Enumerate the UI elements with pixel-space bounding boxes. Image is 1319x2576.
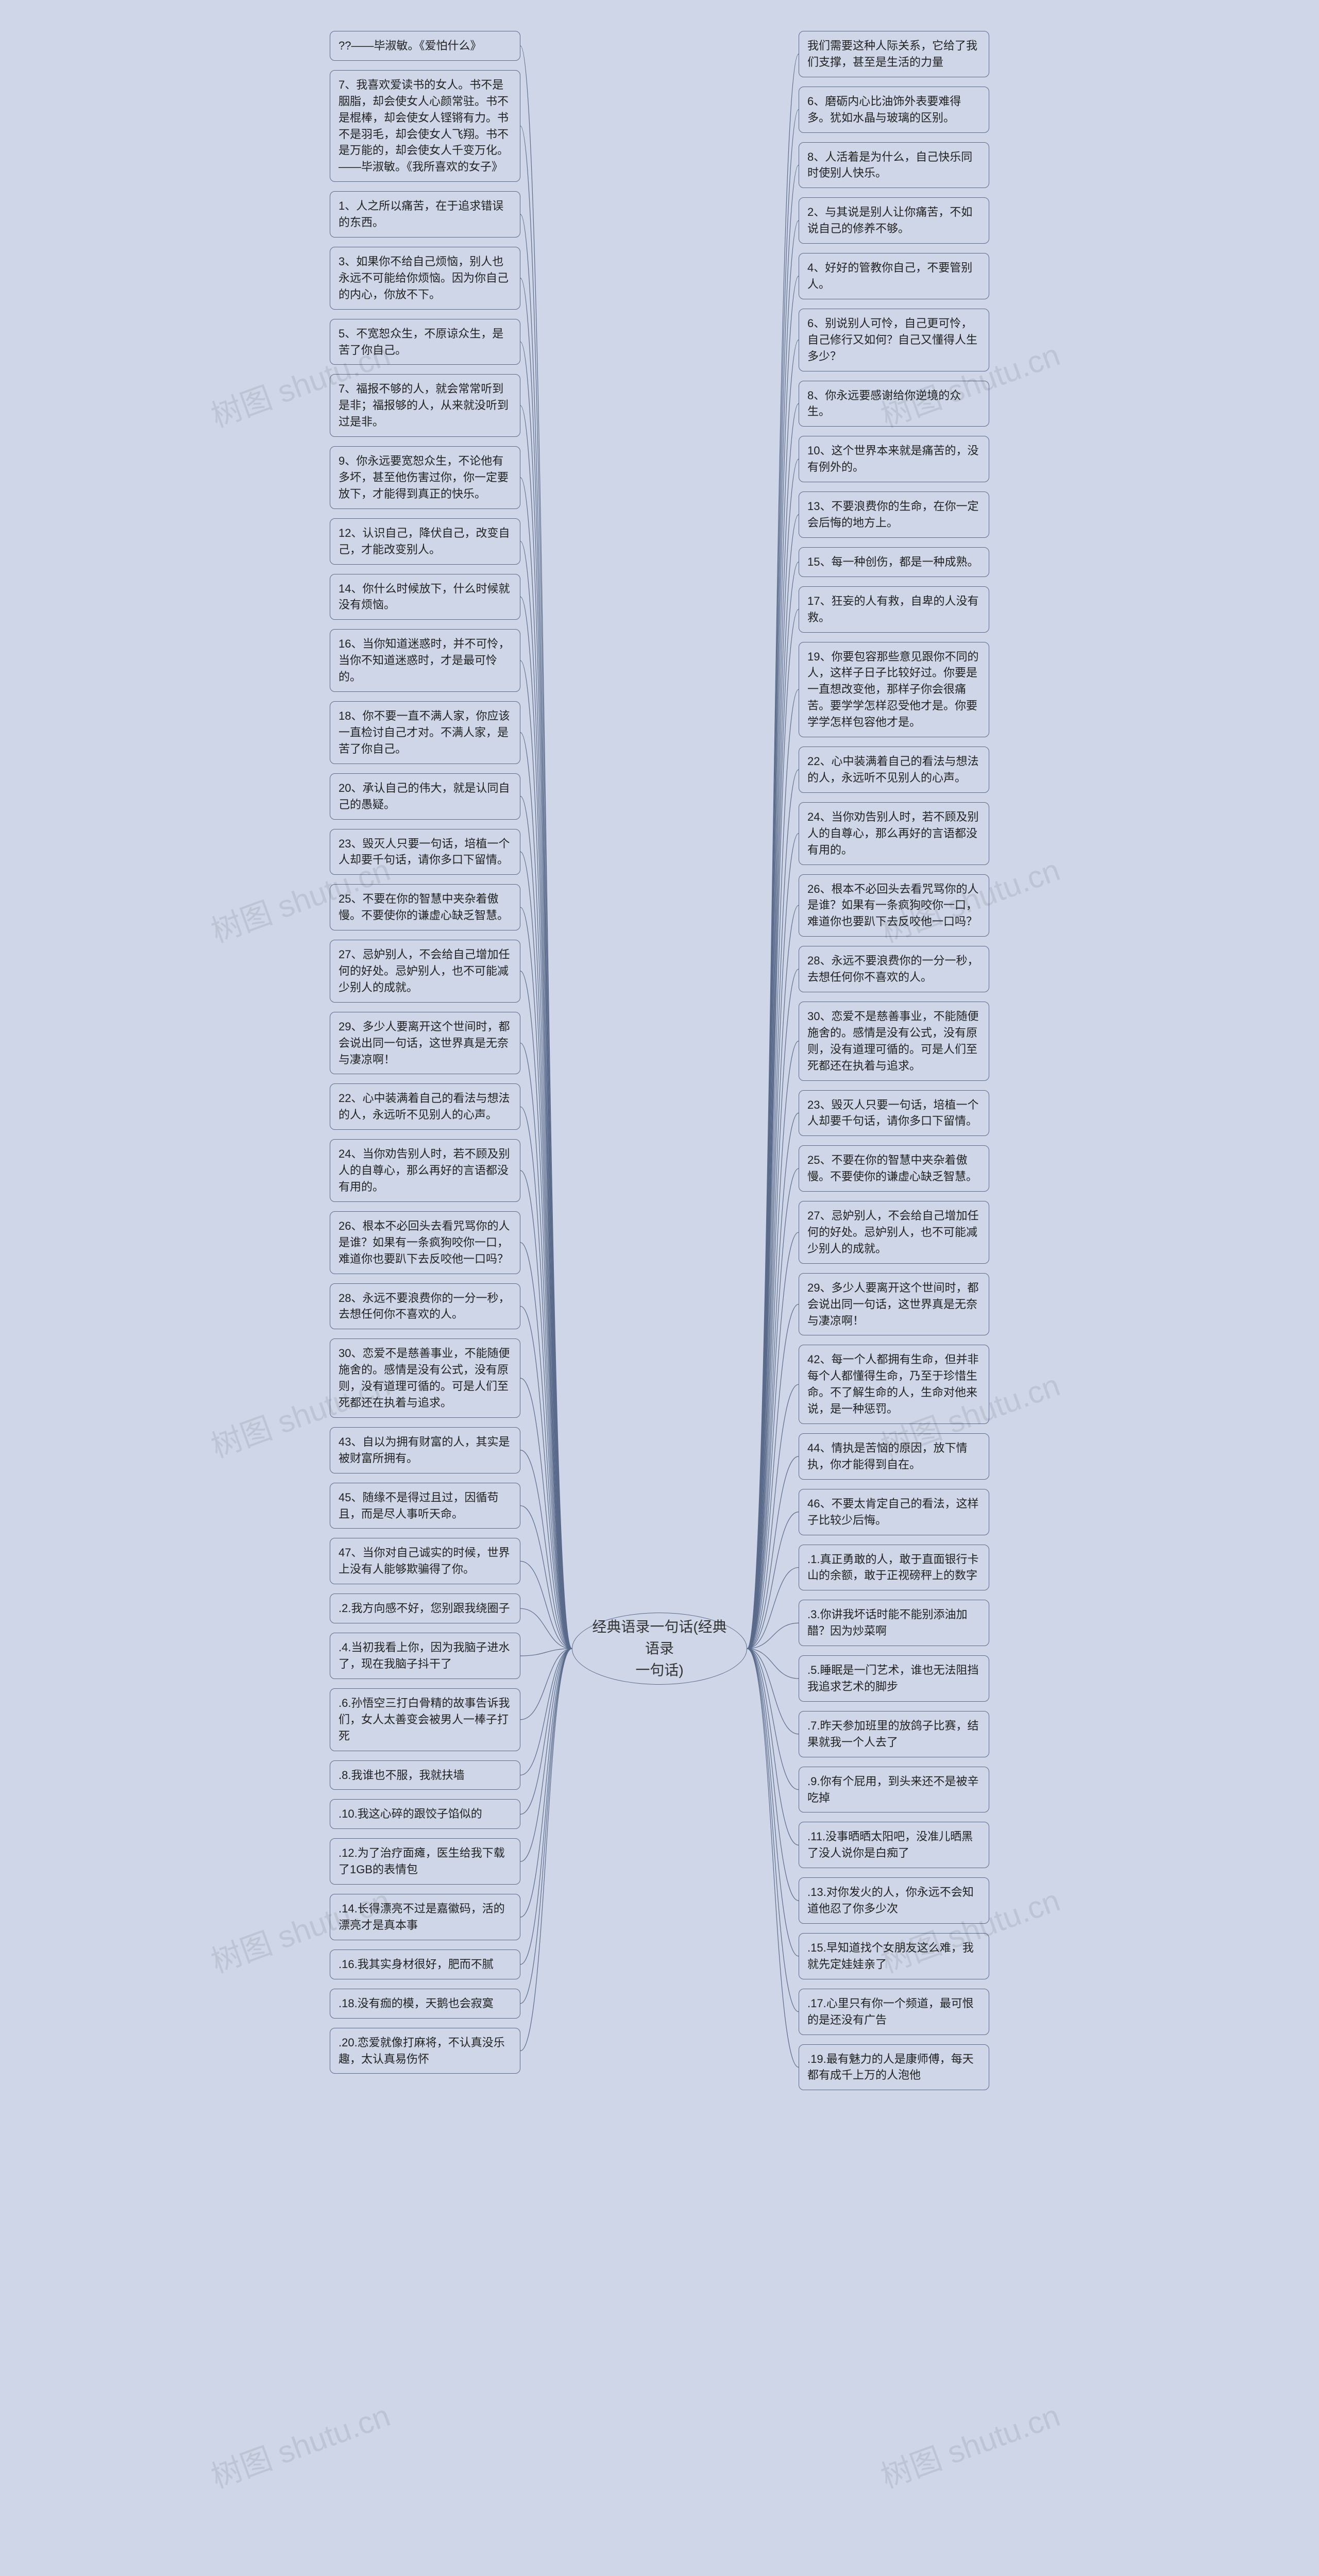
right-node: 17、狂妄的人有救，自卑的人没有救。	[799, 586, 989, 633]
left-column: ??——毕淑敏。《爱怕什么》 7、我喜欢爱读书的女人。书不是胭脂，却会使女人心颜常…	[330, 31, 520, 2074]
right-node: 22、心中装满着自己的看法与想法的人，永远听不见别人的心声。	[799, 747, 989, 793]
right-node: 15、每一种创伤，都是一种成熟。	[799, 547, 989, 577]
left-node: 18、你不要一直不满人家，你应该一直检讨自己才对。不满人家，是苦了你自己。	[330, 701, 520, 764]
right-node: 25、不要在你的智慧中夹杂着傲慢。不要使你的谦虚心缺乏智慧。	[799, 1145, 989, 1192]
left-node: 28、永远不要浪费你的一分一秒，去想任何你不喜欢的人。	[330, 1283, 520, 1330]
left-node: 14、你什么时候放下，什么时候就没有烦恼。	[330, 574, 520, 620]
right-node: 44、情执是苦恼的原因，放下情执，你才能得到自在。	[799, 1433, 989, 1480]
left-node: ??——毕淑敏。《爱怕什么》	[330, 31, 520, 61]
left-node: 47、当你对自己诚实的时候，世界上没有人能够欺骗得了你。	[330, 1538, 520, 1584]
left-node: 24、当你劝告别人时，若不顾及别人的自尊心，那么再好的言语都没有用的。	[330, 1139, 520, 1202]
right-node: .7.昨天参加班里的放鸽子比赛，结果就我一个人去了	[799, 1711, 989, 1757]
right-node: 6、别说别人可怜，自己更可怜，自己修行又如何？自己又懂得人生多少？	[799, 309, 989, 371]
left-node: 45、随缘不是得过且过，因循苟且，而是尽人事听天命。	[330, 1483, 520, 1529]
left-node: .6.孙悟空三打白骨精的故事告诉我们，女人太善变会被男人一棒子打死	[330, 1688, 520, 1751]
watermark-text: 树图 shutu.cn	[874, 2391, 1065, 2497]
right-node: .5.睡眠是一门艺术，谁也无法阻挡我追求艺术的脚步	[799, 1655, 989, 1702]
left-node: 30、恋爱不是慈善事业，不能随便施舍的。感情是没有公式，没有原则，没有道理可循的…	[330, 1338, 520, 1418]
right-node: 27、忌妒别人，不会给自己增加任何的好处。忌妒别人，也不可能减少别人的成就。	[799, 1201, 989, 1264]
left-node: 16、当你知道迷惑时，并不可怜，当你不知道迷惑时，才是最可怜的。	[330, 629, 520, 692]
right-node: 42、每一个人都拥有生命，但并非每个人都懂得生命，乃至于珍惜生命。不了解生命的人…	[799, 1345, 989, 1424]
left-node: 25、不要在你的智慧中夹杂着傲慢。不要使你的谦虚心缺乏智慧。	[330, 884, 520, 930]
left-node: .18.没有痂的模，天鹅也会寂寞	[330, 1989, 520, 2019]
watermark-text: 树图 shutu.cn	[204, 2391, 395, 2497]
left-node: 43、自以为拥有财富的人，其实是被财富所拥有。	[330, 1427, 520, 1473]
left-node: .10.我这心碎的跟饺子馅似的	[330, 1799, 520, 1829]
mindmap-canvas: 经典语录一句话(经典语录 一句话) ??——毕淑敏。《爱怕什么》 7、我喜欢爱读书…	[0, 0, 1319, 2576]
left-node: .20.恋爱就像打麻将，不认真没乐趣，太认真易伤怀	[330, 2028, 520, 2074]
left-node: 22、心中装满着自己的看法与想法的人，永远听不见别人的心声。	[330, 1083, 520, 1130]
right-node: 26、根本不必回头去看咒骂你的人是谁？如果有一条疯狗咬你一口，难道你也要趴下去反…	[799, 874, 989, 937]
right-node: .17.心里只有你一个频道，最可恨的是还没有广告	[799, 1989, 989, 2035]
right-node: 我们需要这种人际关系，它给了我们支撑，甚至是生活的力量	[799, 31, 989, 77]
right-node: 28、永远不要浪费你的一分一秒，去想任何你不喜欢的人。	[799, 946, 989, 992]
right-node: 23、毁灭人只要一句话，培植一个人却要千句话，请你多口下留情。	[799, 1090, 989, 1137]
right-node: 13、不要浪费你的生命，在你一定会后悔的地方上。	[799, 492, 989, 538]
left-node: 20、承认自己的伟大，就是认同自己的愚疑。	[330, 773, 520, 820]
right-node: 8、你永远要感谢给你逆境的众生。	[799, 381, 989, 427]
left-node: .4.当初我看上你，因为我脑子进水了，现在我脑子抖干了	[330, 1633, 520, 1679]
left-node: 5、不宽恕众生，不原谅众生，是苦了你自己。	[330, 319, 520, 365]
right-node: .1.真正勇敢的人，敢于直面银行卡山的余额，敢于正视磅秤上的数字	[799, 1545, 989, 1591]
left-node: .12.为了治疗面瘫，医生给我下载了1GB的表情包	[330, 1838, 520, 1885]
right-node: 4、好好的管教你自己，不要管别人。	[799, 253, 989, 299]
left-node: 3、如果你不给自己烦恼，别人也永远不可能给你烦恼。因为你自己的内心，你放不下。	[330, 247, 520, 310]
left-node: 23、毁灭人只要一句话，培植一个人却要千句话，请你多口下留情。	[330, 829, 520, 875]
right-node: 8、人活着是为什么，自己快乐同时使别人快乐。	[799, 142, 989, 189]
left-node: 26、根本不必回头去看咒骂你的人是谁？如果有一条疯狗咬你一口，难道你也要趴下去反…	[330, 1211, 520, 1274]
right-node: 24、当你劝告别人时，若不顾及别人的自尊心，那么再好的言语都没有用的。	[799, 802, 989, 865]
right-node: 10、这个世界本来就是痛苦的，没有例外的。	[799, 436, 989, 482]
center-label-line2: 一句话)	[635, 1662, 683, 1678]
right-node: 29、多少人要离开这个世间时，都会说出同一句话，这世界真是无奈与凄凉啊！	[799, 1273, 989, 1336]
left-node: 9、你永远要宽恕众生，不论他有多坏，甚至他伤害过你，你一定要放下，才能得到真正的…	[330, 446, 520, 509]
right-node: 46、不要太肯定自己的看法，这样子比较少后悔。	[799, 1489, 989, 1535]
left-node: .16.我其实身材很好，肥而不腻	[330, 1950, 520, 1979]
left-node: 1、人之所以痛苦，在于追求错误的东西。	[330, 191, 520, 238]
left-node: 29、多少人要离开这个世间时，都会说出同一句话，这世界真是无奈与凄凉啊！	[330, 1012, 520, 1075]
left-node: .2.我方向感不好，您别跟我绕圈子	[330, 1594, 520, 1623]
right-node: 19、你要包容那些意见跟你不同的人，这样子日子比较好过。你要是一直想改变他，那样…	[799, 642, 989, 737]
connector-lines	[0, 0, 1319, 2576]
left-node: 7、我喜欢爱读书的女人。书不是胭脂，却会使女人心颜常驻。书不是棍棒，却会使女人铿…	[330, 70, 520, 182]
right-node: .3.你讲我坏话时能不能别添油加醋？因为炒菜啊	[799, 1600, 989, 1646]
left-node: 7、福报不够的人，就会常常听到是非；福报够的人，从来就没听到过是非。	[330, 374, 520, 437]
left-node: .14.长得漂亮不过是嘉徽码，活的漂亮才是真本事	[330, 1894, 520, 1940]
left-node: .8.我谁也不服，我就扶墙	[330, 1760, 520, 1790]
right-node: 30、恋爱不是慈善事业，不能随便施舍的。感情是没有公式，没有原则，没有道理可循的…	[799, 1002, 989, 1081]
right-node: 2、与其说是别人让你痛苦，不如说自己的修养不够。	[799, 197, 989, 244]
center-node: 经典语录一句话(经典语录 一句话)	[572, 1613, 747, 1685]
right-node: .13.对你发火的人，你永远不会知道他忍了你多少次	[799, 1877, 989, 1924]
right-node: 6、磨砺内心比油饰外表要难得多。犹如水晶与玻璃的区别。	[799, 87, 989, 133]
left-node: 12、认识自己，降伏自己，改变自己，才能改变别人。	[330, 518, 520, 565]
center-label-line1: 经典语录一句话(经典语录	[592, 1619, 726, 1656]
right-node: .19.最有魅力的人是康师傅，每天都有成千上万的人泡他	[799, 2044, 989, 2091]
right-column: 我们需要这种人际关系，它给了我们支撑，甚至是生活的力量 6、磨砺内心比油饰外表要难…	[799, 31, 989, 2090]
right-node: .9.你有个屁用，到头来还不是被辛吃掉	[799, 1767, 989, 1813]
right-node: .15.早知道找个女朋友这么难，我就先定娃娃亲了	[799, 1933, 989, 1979]
left-node: 27、忌妒别人，不会给自己增加任何的好处。忌妒别人，也不可能减少别人的成就。	[330, 940, 520, 1003]
right-node: .11.没事晒晒太阳吧，没准儿晒黑了没人说你是白痴了	[799, 1822, 989, 1868]
